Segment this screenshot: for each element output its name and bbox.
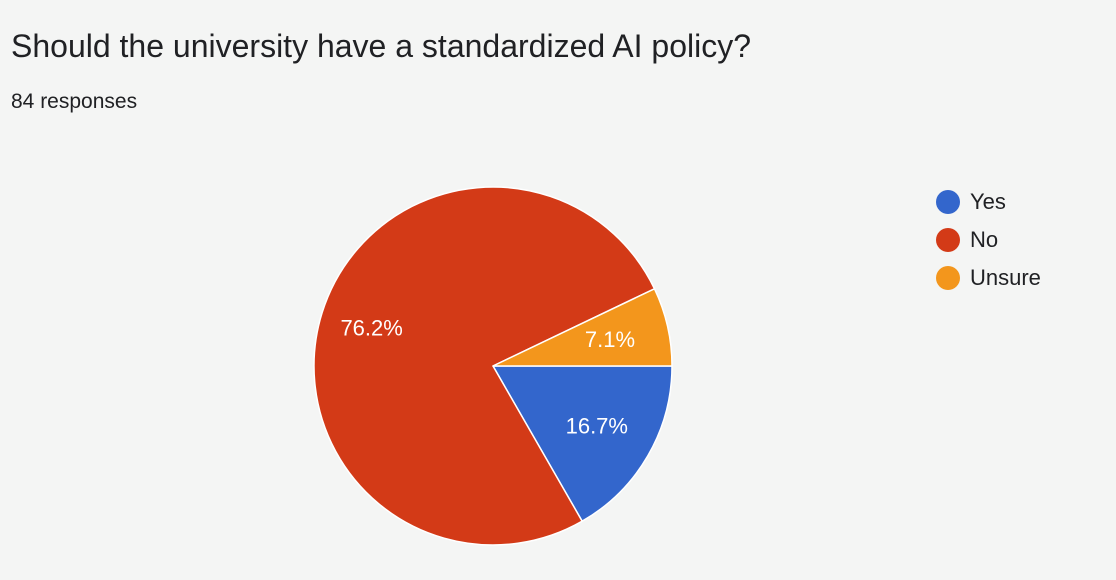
legend-label-yes: Yes	[970, 189, 1006, 214]
legend-label-unsure: Unsure	[970, 265, 1041, 290]
pie-slice-no[interactable]	[313, 186, 656, 546]
legend-item-unsure: Unsure	[936, 259, 1041, 297]
pie-label-no: 76.2%	[340, 316, 402, 341]
chart-legend: Yes No Unsure	[936, 183, 1041, 297]
response-count: 84 responses	[11, 90, 138, 113]
legend-swatch-unsure	[936, 266, 960, 290]
pie-labels: 16.7% 76.2% 7.1%	[340, 316, 635, 439]
question-title: Should the university have a standardize…	[11, 28, 752, 64]
legend-item-no: No	[936, 221, 1041, 259]
legend-item-yes: Yes	[936, 183, 1041, 221]
pie-label-yes: 16.7%	[566, 414, 628, 439]
legend-swatch-no	[936, 228, 960, 252]
pie-label-unsure: 7.1%	[585, 327, 635, 352]
pie-slice-yes[interactable]	[492, 365, 673, 522]
legend-label-no: No	[970, 227, 999, 252]
legend-swatch-yes	[936, 190, 960, 214]
pie-slices	[313, 186, 673, 546]
pie-slice-unsure[interactable]	[492, 288, 673, 367]
